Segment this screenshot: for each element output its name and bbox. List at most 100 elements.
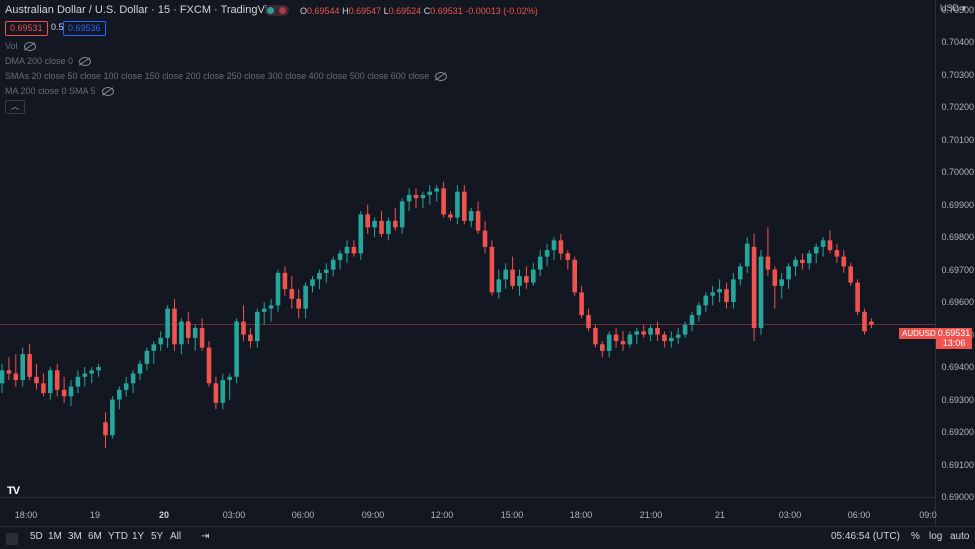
bottom-toolbar: 5D 1M 3M 6M YTD 1Y 5Y All ⇥ 05:46:54 (UT… — [0, 526, 975, 549]
candle — [544, 243, 550, 267]
price-tick: 0.70300 — [941, 69, 974, 80]
price-tick: 0.70400 — [941, 37, 974, 48]
price-tick: 0.69100 — [941, 459, 974, 470]
candle — [310, 276, 315, 293]
candle — [772, 266, 778, 309]
chart-pane[interactable] — [0, 0, 935, 497]
candle — [351, 240, 357, 257]
eye-hidden-icon[interactable] — [101, 87, 114, 97]
auto-scale-toggle[interactable]: auto — [950, 531, 970, 542]
candle — [441, 181, 446, 218]
candle — [96, 363, 101, 377]
market-status-toggle[interactable] — [265, 5, 289, 16]
time-tick: 06:00 — [847, 510, 871, 520]
indicator-smas[interactable]: SMAs 20 close 50 close 100 close 150 clo… — [5, 71, 448, 82]
candle — [717, 279, 722, 303]
eye-hidden-icon[interactable] — [435, 72, 448, 82]
candle — [862, 308, 867, 335]
time-tick: 19 — [89, 510, 101, 520]
time-axis[interactable]: 18:00 19 20 03:00 06:00 09:00 12:00 15:00 18:00 2… — [0, 497, 937, 527]
candle — [537, 250, 543, 277]
range-1y[interactable]: 1Y — [132, 531, 145, 542]
candle — [41, 373, 46, 397]
candle — [620, 331, 626, 351]
tradingview-logo[interactable]: TV — [7, 485, 20, 497]
candle — [303, 282, 308, 319]
candle — [434, 185, 439, 202]
candle — [27, 344, 32, 381]
candle — [600, 341, 605, 358]
candle — [137, 360, 143, 381]
candle — [758, 250, 764, 335]
time-tick: 09:0 — [919, 510, 937, 520]
indicator-dma[interactable]: DMA 200 close 0 — [5, 56, 92, 67]
candle — [841, 250, 847, 273]
candle — [393, 207, 398, 231]
time-tick: 03:00 — [778, 510, 802, 520]
candle — [593, 324, 598, 348]
candle — [289, 276, 295, 309]
candle — [813, 243, 819, 264]
range-ytd[interactable]: YTD — [108, 531, 128, 542]
range-6m[interactable]: 6M — [88, 531, 102, 542]
indicator-ma[interactable]: MA 200 close 0 SMA 5 — [5, 86, 114, 97]
candle — [6, 357, 12, 381]
date-range-icon[interactable] — [6, 533, 18, 545]
range-3m[interactable]: 3M — [68, 531, 82, 542]
utc-clock[interactable]: 05:46:54 (UTC) — [831, 531, 900, 542]
eye-hidden-icon[interactable] — [79, 57, 92, 67]
candle — [372, 217, 377, 238]
collapse-legend-button[interactable]: ︿ — [5, 100, 25, 114]
candle — [710, 285, 715, 306]
candle — [386, 217, 391, 241]
candle — [234, 318, 239, 384]
range-5d[interactable]: 5D — [30, 531, 43, 542]
candle — [172, 298, 177, 351]
time-tick: 21 — [714, 510, 726, 520]
symbol-title[interactable]: Australian Dollar / U.S. Dollar · 15 · F… — [5, 4, 281, 16]
candle — [869, 318, 874, 329]
time-tick: 12:00 — [430, 510, 454, 520]
candle — [669, 331, 674, 348]
candle — [324, 263, 329, 283]
range-5y[interactable]: 5Y — [151, 531, 164, 542]
candle — [165, 305, 170, 348]
range-all[interactable]: All — [170, 531, 182, 542]
range-1m[interactable]: 1M — [48, 531, 62, 542]
candle — [406, 188, 412, 212]
symbol-title-text: Australian Dollar / U.S. Dollar · 15 · F… — [5, 4, 282, 16]
candle — [13, 354, 19, 387]
go-to-date-icon[interactable]: ⇥ — [201, 531, 210, 542]
last-price-symbol: AUDUSD — [899, 328, 939, 339]
candle — [379, 211, 384, 238]
price-tick: 0.69400 — [941, 362, 974, 373]
candle — [634, 328, 640, 345]
candle — [75, 370, 81, 394]
time-tick: 20 — [158, 510, 170, 520]
candle — [779, 272, 784, 299]
candle — [489, 240, 495, 296]
candle — [703, 292, 709, 312]
eye-hidden-icon[interactable] — [23, 42, 36, 52]
buy-button[interactable]: 0.69536 — [63, 21, 106, 36]
currency-selector[interactable]: USD ▾ — [940, 3, 967, 13]
candle — [682, 321, 688, 338]
candle — [261, 302, 267, 325]
log-scale-toggle[interactable]: log — [929, 531, 943, 542]
indicator-vol[interactable]: Vol — [5, 41, 36, 52]
candle — [110, 396, 115, 439]
price-scale[interactable]: 0.70500 0.70400 0.70300 0.70200 0.70100 0.700… — [935, 0, 975, 526]
candle — [344, 240, 350, 264]
candle — [482, 220, 488, 254]
candle — [365, 204, 370, 234]
candle — [413, 188, 419, 208]
candle — [827, 230, 833, 254]
percent-scale-toggle[interactable]: % — [911, 531, 920, 542]
candle — [455, 185, 460, 225]
time-tick: 03:00 — [222, 510, 246, 520]
sell-button[interactable]: 0.69531 — [5, 21, 48, 36]
candle — [117, 386, 122, 410]
candle — [227, 373, 232, 400]
candle — [206, 341, 212, 387]
candle — [282, 266, 288, 296]
